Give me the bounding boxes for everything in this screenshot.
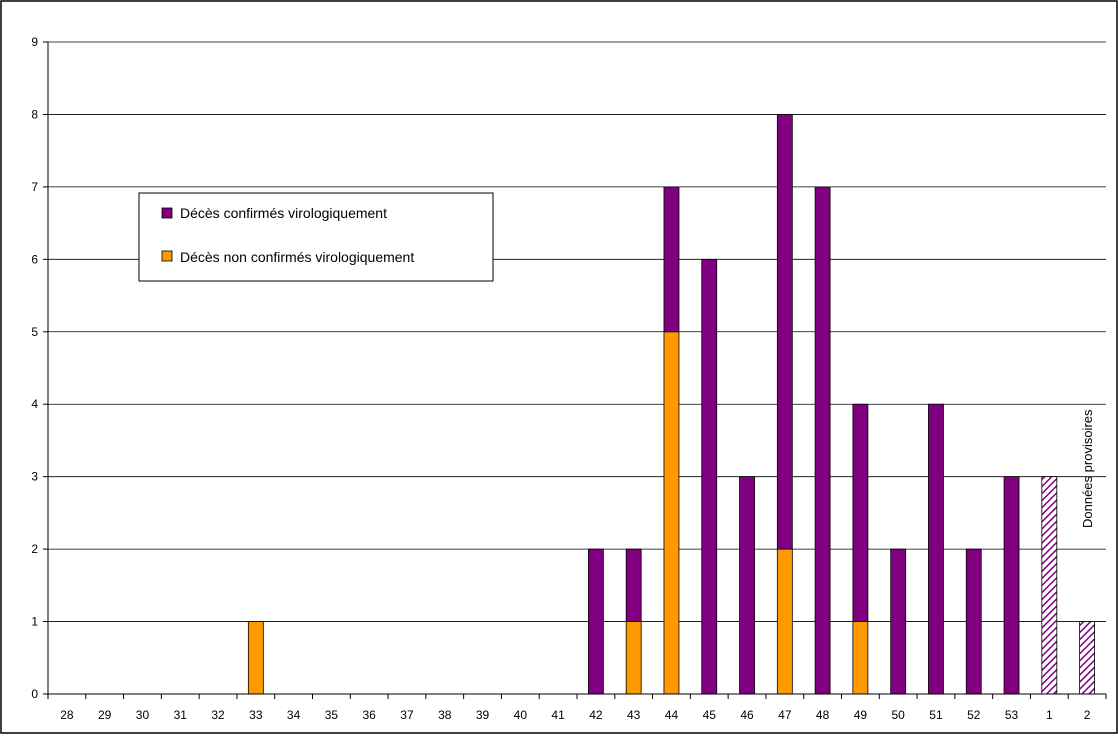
x-tick-label: 43 [627, 708, 641, 722]
provisional-data-annotation: Données provisoires [1080, 409, 1095, 528]
bar-segment-confirmed-week-49 [852, 403, 869, 622]
legend-box [138, 192, 494, 282]
x-tick-label: 1 [1046, 708, 1053, 722]
x-tick-label: 51 [929, 708, 943, 722]
bar-segment-confirmed-week-1 [1041, 476, 1058, 695]
bar-segment-unconfirmed-week-33 [247, 621, 264, 695]
bar-segment-confirmed-week-42 [587, 548, 604, 695]
x-tick-label: 50 [891, 708, 905, 722]
bar-segment-unconfirmed-week-49 [852, 621, 869, 695]
x-tick-label: 44 [665, 708, 679, 722]
x-tick-label: 30 [136, 708, 150, 722]
x-tick-label: 40 [514, 708, 528, 722]
x-tick-label: 53 [1005, 708, 1019, 722]
x-tick-label: 31 [174, 708, 188, 722]
y-tick-label: 2 [31, 542, 38, 556]
x-tick-label: 52 [967, 708, 981, 722]
x-tick-label: 35 [325, 708, 339, 722]
x-tick-label: 41 [551, 708, 565, 722]
legend-label-unconfirmed: Décès non confirmés virologiquement [180, 249, 414, 265]
y-tick-label: 1 [31, 615, 38, 629]
x-tick-label: 38 [438, 708, 452, 722]
bar-segment-confirmed-week-45 [701, 258, 718, 695]
bar-segment-confirmed-week-47 [776, 114, 793, 550]
x-tick-label: 37 [400, 708, 414, 722]
legend-swatch-confirmed [161, 207, 173, 219]
bar-segment-confirmed-week-48 [814, 186, 831, 695]
y-tick-label: 9 [31, 35, 38, 49]
bars [247, 114, 1096, 695]
x-tick-label: 33 [249, 708, 263, 722]
bar-segment-confirmed-week-2 [1079, 621, 1096, 695]
y-tick-label: 8 [31, 107, 38, 121]
x-tick-label: 42 [589, 708, 603, 722]
x-tick-label: 36 [362, 708, 376, 722]
bar-segment-confirmed-week-50 [890, 548, 907, 695]
bar-segment-unconfirmed-week-43 [625, 621, 642, 695]
bar-segment-confirmed-week-51 [928, 403, 944, 695]
x-tick-label: 32 [211, 708, 225, 722]
bar-segment-confirmed-week-44 [663, 186, 680, 333]
x-tick-label: 48 [816, 708, 830, 722]
x-tick-label: 39 [476, 708, 490, 722]
y-tick-label: 0 [31, 687, 38, 701]
x-tick-label: 47 [778, 708, 792, 722]
legend-swatch-unconfirmed [161, 250, 173, 262]
bar-segment-confirmed-week-53 [1003, 476, 1020, 695]
legend: Décès confirmés virologiquement Décès no… [138, 192, 494, 282]
x-tick-label: 2 [1084, 708, 1091, 722]
bar-segment-unconfirmed-week-47 [776, 548, 793, 695]
y-tick-label: 5 [31, 325, 38, 339]
bar-segment-unconfirmed-week-44 [663, 331, 680, 695]
x-tick-label: 34 [287, 708, 301, 722]
y-tick-label: 3 [31, 470, 38, 484]
bar-segment-confirmed-week-43 [625, 548, 642, 622]
x-tick-label: 28 [60, 708, 74, 722]
x-tick-label: 45 [703, 708, 717, 722]
x-tick-label: 49 [854, 708, 868, 722]
x-tick-label: 46 [740, 708, 754, 722]
y-tick-label: 6 [31, 252, 38, 266]
bar-segment-confirmed-week-46 [739, 476, 755, 695]
legend-label-confirmed: Décès confirmés virologiquement [180, 205, 387, 221]
x-tick-label: 29 [98, 708, 112, 722]
y-tick-label: 7 [31, 180, 38, 194]
y-tick-label: 4 [31, 397, 38, 411]
bar-segment-confirmed-week-52 [965, 548, 982, 695]
